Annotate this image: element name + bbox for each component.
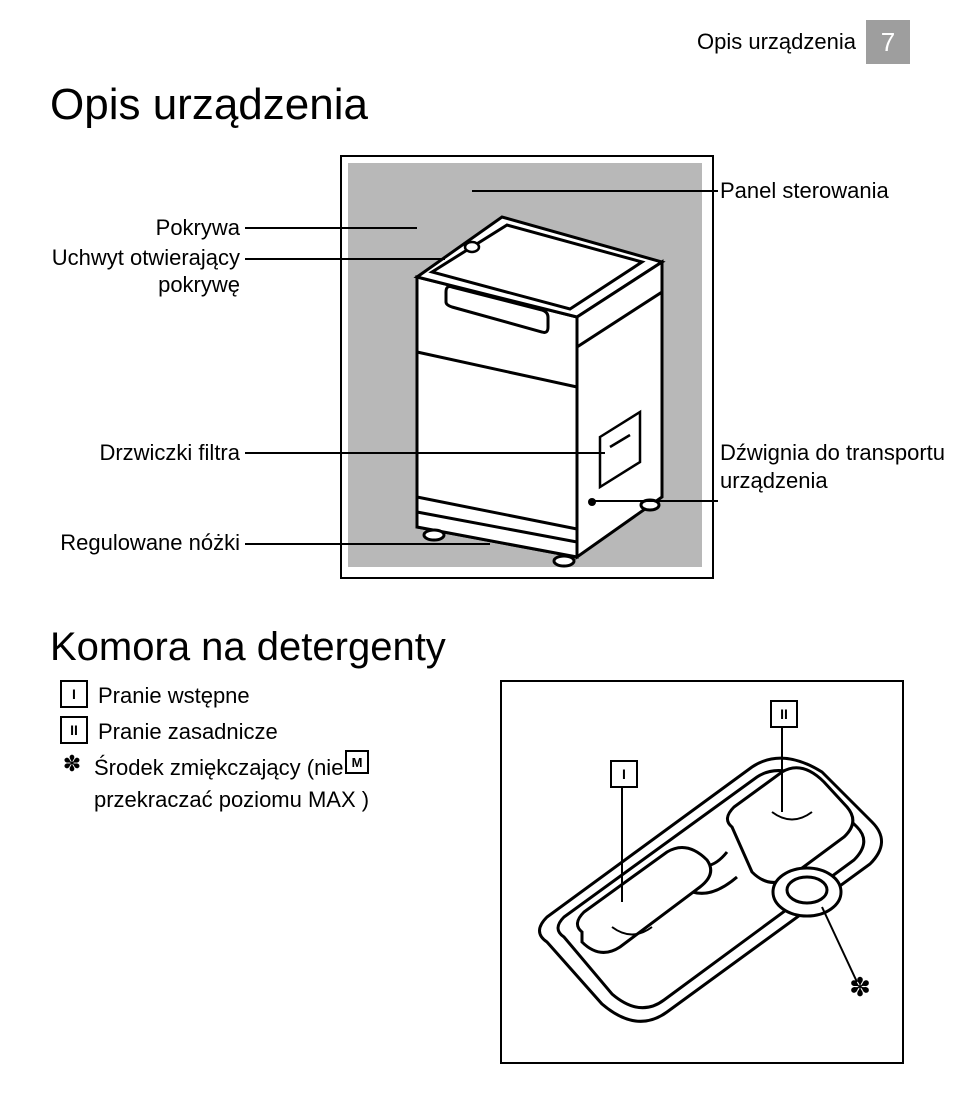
bullet-prewash: I Pranie wstępne xyxy=(60,680,369,712)
lead-feet xyxy=(245,543,490,545)
page-title: Opis urządzenia xyxy=(50,80,368,130)
label-feet: Regulowane nóżki xyxy=(50,530,240,556)
label-lid: Pokrywa xyxy=(50,215,240,241)
lead-lever xyxy=(592,500,718,502)
label-lever-line2: urządzenia xyxy=(720,468,960,494)
bullet-softener: ✽ Środek zmiękczający (nie przekraczać p… xyxy=(60,752,369,816)
section-title: Komora na detergenty xyxy=(50,625,446,670)
symbol-max-mark-icon: M xyxy=(345,750,369,774)
symbol-mainwash-icon: II xyxy=(60,716,88,744)
tray-symbol-mainwash-icon: II xyxy=(770,700,798,728)
tray-symbol-softener-icon: ✽ xyxy=(848,975,872,999)
bullet-softener-line1: Środek zmiękczający (nie xyxy=(94,755,343,780)
lead-filter-door xyxy=(245,452,605,454)
washing-machine-diagram xyxy=(342,157,712,577)
label-filter-door: Drzwiczki filtra xyxy=(50,440,240,466)
diagram-frame xyxy=(340,155,714,579)
header-title: Opis urządzenia xyxy=(697,29,856,55)
lead-panel xyxy=(472,190,718,192)
label-handle-line1: Uchwyt otwierający xyxy=(30,245,240,271)
label-lever-line1: Dźwignia do transportu xyxy=(720,440,960,466)
bullet-mainwash: II Pranie zasadnicze xyxy=(60,716,369,748)
bullet-softener-line2: przekraczać poziomu MAX ) xyxy=(94,787,369,812)
detergent-tray-diagram xyxy=(502,682,902,1062)
page: Opis urządzenia 7 Opis urządzenia xyxy=(0,0,960,1104)
tray-symbol-prewash-icon: I xyxy=(610,760,638,788)
label-panel: Panel sterowania xyxy=(720,178,940,204)
page-number-box: 7 xyxy=(866,20,910,64)
symbol-softener-icon: ✽ xyxy=(60,752,84,776)
lead-handle xyxy=(245,258,445,260)
bullet-mainwash-text: Pranie zasadnicze xyxy=(98,716,278,748)
symbol-prewash-icon: I xyxy=(60,680,88,708)
lead-lid xyxy=(245,227,417,229)
header-bar: Opis urządzenia 7 xyxy=(697,20,910,64)
label-handle-line2: pokrywę xyxy=(30,272,240,298)
bullet-prewash-text: Pranie wstępne xyxy=(98,680,250,712)
detergent-tray-frame: I II ✽ xyxy=(500,680,904,1064)
detergent-bullets: I Pranie wstępne II Pranie zasadnicze ✽ … xyxy=(60,680,369,820)
